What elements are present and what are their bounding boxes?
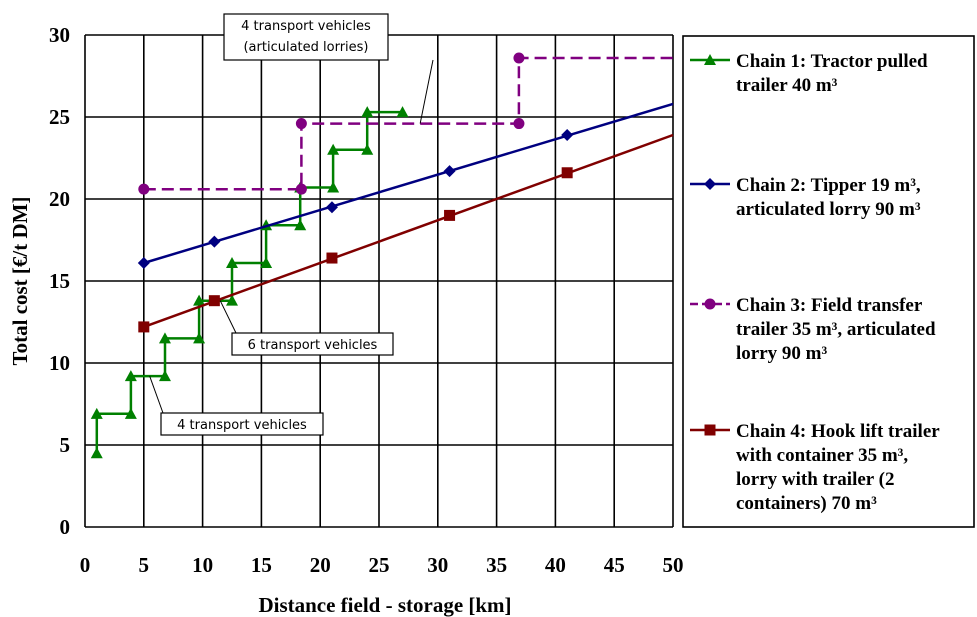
annotation-box <box>231 332 394 356</box>
x-tick-label: 20 <box>310 553 331 577</box>
data-point <box>208 295 220 307</box>
data-point <box>193 332 206 344</box>
data-point <box>326 252 338 264</box>
annotation-box <box>223 13 389 61</box>
x-tick-label: 10 <box>192 553 213 577</box>
data-point <box>327 181 340 193</box>
annotation-text: 4 transport vehicles <box>241 19 371 34</box>
data-point <box>208 235 221 248</box>
legend-label: Chain 3: Field transfer <box>736 295 923 316</box>
x-tick-label: 5 <box>139 553 150 577</box>
data-point <box>260 256 273 268</box>
series-line <box>143 133 674 329</box>
legend-label: with container 35 m³, <box>736 445 908 466</box>
data-point <box>561 129 574 142</box>
data-point <box>295 118 307 130</box>
series-line <box>143 102 674 265</box>
x-tick-label: 25 <box>369 553 390 577</box>
data-point <box>124 407 137 419</box>
legend-label: articulated lorry 90 m³ <box>736 199 921 220</box>
x-tick-label: 50 <box>663 553 684 577</box>
data-point <box>158 332 171 344</box>
annotations: 4 transport vehicles (articulated lorries… <box>149 13 434 436</box>
legend-label: containers) 70 m³ <box>736 493 877 514</box>
x-tick-label: 15 <box>251 553 272 577</box>
y-tick-label: 5 <box>60 433 71 457</box>
legend-entry-1: Chain 1: Tractor pulled trailer 40 m³ <box>690 51 928 96</box>
legend-label: trailer 40 m³ <box>736 75 838 96</box>
data-point <box>561 167 573 179</box>
grid <box>84 34 674 528</box>
data-point <box>325 201 338 214</box>
annotation-3: 4 transport vehicles <box>149 375 324 436</box>
plot-series <box>90 52 674 459</box>
data-point <box>137 256 150 269</box>
legend-label: lorry 90 m³ <box>736 343 827 364</box>
series-2 <box>137 102 674 269</box>
y-tick-label: 15 <box>49 269 70 293</box>
legend-label: lorry with trailer (2 <box>736 469 894 490</box>
legend-swatch-marker <box>704 178 716 190</box>
data-point <box>158 370 171 382</box>
legend-swatch-marker <box>704 298 716 310</box>
data-point <box>444 209 456 221</box>
data-point <box>294 219 307 231</box>
annotation-text: (articulated lorries) <box>243 40 368 55</box>
annotation-leader <box>149 375 164 414</box>
x-tick-label: 30 <box>427 553 448 577</box>
legend-box <box>682 35 975 528</box>
data-point <box>90 407 103 419</box>
data-point <box>226 294 238 306</box>
axes: 0 5 10 15 20 25 30 35 40 45 50 0 5 10 15 20 25 30 Distance… <box>8 23 684 617</box>
x-axis-title: Distance field - storage [km] <box>258 593 511 617</box>
data-point <box>513 118 525 130</box>
annotation-box <box>160 412 324 436</box>
series-4 <box>138 133 674 333</box>
x-tick-label: 45 <box>604 553 625 577</box>
legend-swatch-marker <box>704 424 716 436</box>
annotation-text: 4 transport vehicles <box>177 418 307 433</box>
data-point <box>361 143 374 155</box>
x-tick-label: 35 <box>486 553 507 577</box>
y-tick-label: 25 <box>49 105 70 129</box>
data-point <box>138 321 150 333</box>
legend-label: trailer 35 m³, articulated <box>736 319 936 340</box>
annotation-leader <box>219 300 237 334</box>
y-tick-label: 30 <box>49 23 70 47</box>
legend-entry-4: Chain 4: Hook lift trailer with container… <box>690 421 940 514</box>
annotation-1: 4 transport vehicles (articulated lorries… <box>223 13 434 124</box>
data-point <box>361 106 374 118</box>
legend-label: Chain 4: Hook lift trailer <box>736 421 940 442</box>
legend-entry-3: Chain 3: Field transfer trailer 35 m³, ar… <box>690 295 936 364</box>
series-3 <box>138 52 673 195</box>
legend-entry-2: Chain 2: Tipper 19 m³, articulated lorry … <box>690 175 921 220</box>
y-tick-label: 10 <box>49 351 70 375</box>
data-point <box>124 370 137 382</box>
x-tick-label: 40 <box>545 553 566 577</box>
legend-swatch-marker <box>704 54 716 65</box>
series-line <box>143 56 673 191</box>
data-point <box>295 183 307 195</box>
annotation-2: 6 transport vehicles <box>219 300 394 356</box>
legend-label: Chain 2: Tipper 19 m³, <box>736 175 921 196</box>
y-tick-label: 0 <box>60 515 71 539</box>
x-tick-label: 0 <box>80 553 91 577</box>
legend-label: Chain 1: Tractor pulled <box>736 51 928 72</box>
data-point <box>90 447 103 459</box>
data-point <box>138 183 150 195</box>
series-1 <box>90 106 409 459</box>
data-point <box>193 294 206 306</box>
data-point <box>513 52 525 64</box>
y-tick-label: 20 <box>49 187 70 211</box>
data-point <box>327 143 340 155</box>
series-line <box>95 110 403 454</box>
y-axis-title: Total cost [€/t DM] <box>8 197 32 366</box>
data-point <box>226 256 238 268</box>
data-point <box>443 165 456 178</box>
annotation-text: 6 transport vehicles <box>248 338 378 353</box>
data-point <box>396 106 409 118</box>
annotation-leader <box>419 59 434 124</box>
